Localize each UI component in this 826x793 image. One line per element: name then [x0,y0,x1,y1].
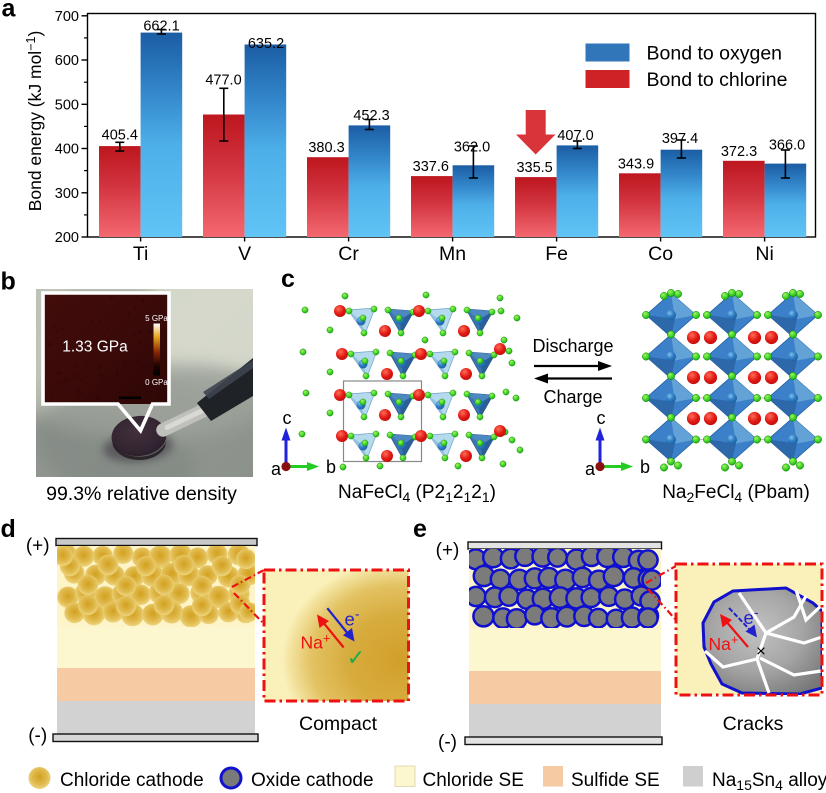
svg-text:Cracks: Cracks [723,713,784,735]
svg-text:(-): (-) [438,732,457,753]
svg-text:Cr: Cr [338,243,359,265]
svg-text:Ti: Ti [133,243,149,265]
svg-text:700: 700 [55,9,79,25]
svg-text:(+): (+) [26,536,50,557]
svg-text:362.0: 362.0 [454,140,490,156]
svg-text:300: 300 [55,186,79,202]
svg-text:Discharge: Discharge [532,336,613,356]
svg-text:a: a [271,459,282,479]
svg-text:b: b [1,268,16,296]
svg-text:335.5: 335.5 [516,160,552,176]
svg-text:e: e [413,515,427,543]
svg-text:477.0: 477.0 [205,73,241,89]
svg-text:635.2: 635.2 [248,36,284,52]
svg-text:343.9: 343.9 [618,157,654,173]
svg-text:1.33 GPa: 1.33 GPa [62,339,128,356]
svg-text:Compact: Compact [299,713,378,735]
svg-text:V: V [238,243,251,265]
svg-text:d: d [1,515,16,543]
svg-text:Na2FeCl4 (Pbam): Na2FeCl4 (Pbam) [662,482,810,505]
svg-text:Ni: Ni [755,243,773,265]
svg-text:b: b [326,457,336,477]
svg-text:405.4: 405.4 [102,127,138,143]
svg-text:Bond to chlorine: Bond to chlorine [647,69,788,91]
svg-text:337.6: 337.6 [413,159,449,175]
svg-text:380.3: 380.3 [308,140,344,156]
svg-text:200: 200 [55,230,79,246]
svg-text:✓: ✓ [347,645,365,670]
svg-text:(+): (+) [436,540,460,561]
svg-text:NaFeCl4 (P212121): NaFeCl4 (P212121) [338,482,496,505]
svg-text:b: b [640,457,650,477]
svg-text:Mn: Mn [439,243,466,265]
svg-text:Sulfide SE: Sulfide SE [571,770,660,791]
svg-text:366.0: 366.0 [769,138,805,154]
svg-text:0 GPa: 0 GPa [145,378,168,387]
svg-text:400: 400 [55,142,79,158]
svg-text:662.1: 662.1 [143,19,179,35]
svg-text:407.0: 407.0 [557,128,593,144]
svg-text:Bond to oxygen: Bond to oxygen [647,43,783,65]
svg-text:Chloride SE: Chloride SE [423,770,524,791]
svg-text:Charge: Charge [543,387,602,407]
svg-text:c: c [283,408,292,428]
svg-text:452.3: 452.3 [353,108,389,124]
svg-text:Bond energy (kJ mol−1): Bond energy (kJ mol−1) [24,31,45,212]
svg-text:Co: Co [648,243,673,265]
svg-text:Oxide cathode: Oxide cathode [251,770,374,791]
svg-text:372.3: 372.3 [721,144,757,160]
svg-text:397.4: 397.4 [662,131,698,147]
svg-text:c: c [597,408,606,428]
svg-text:×: × [756,642,766,661]
svg-text:5 GPa: 5 GPa [145,314,168,323]
svg-text:500: 500 [55,97,79,113]
svg-text:Na15Sn4 alloy: Na15Sn4 alloy [712,770,826,793]
svg-text:(-): (-) [28,726,47,747]
svg-text:Chloride cathode: Chloride cathode [60,770,204,791]
svg-text:c: c [281,265,295,293]
svg-text:99.3% relative density: 99.3% relative density [46,483,237,505]
svg-text:a: a [2,0,17,23]
svg-text:600: 600 [55,53,79,69]
svg-text:Fe: Fe [545,243,568,265]
svg-text:a: a [585,459,596,479]
